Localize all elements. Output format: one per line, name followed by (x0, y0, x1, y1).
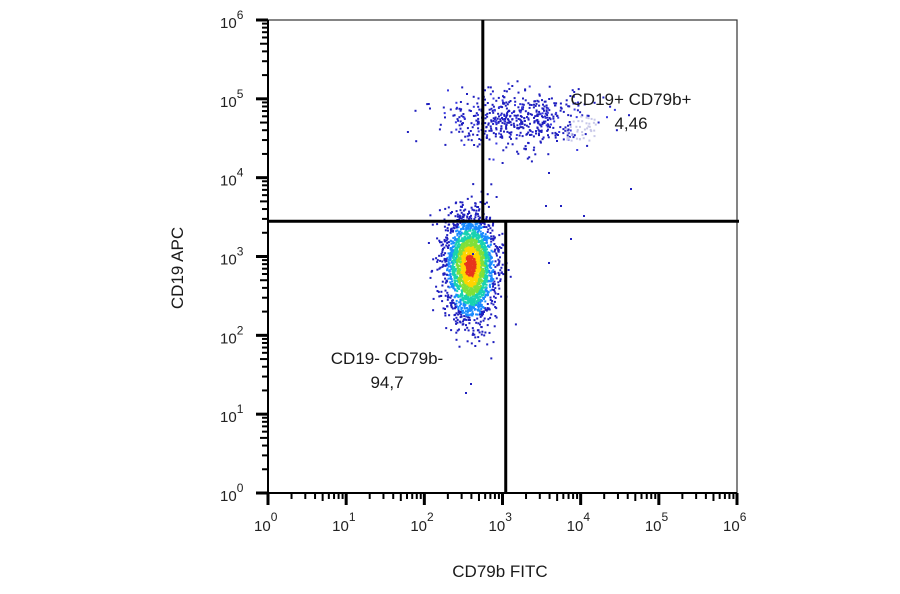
x-tick-label: 105 (645, 510, 669, 535)
y-tick-label: 100 (220, 481, 244, 505)
x-axis (260, 492, 739, 505)
y-axis (256, 18, 269, 501)
quadrant-name: CD19- CD79b- (330, 349, 444, 368)
x-tick-labels: 100 101 102 103 104 105 106 (254, 510, 747, 535)
x-tick-label: 100 (254, 510, 278, 535)
y-tick-label: 104 (220, 166, 244, 190)
quadrant-name: CD19+ CD79b+ (570, 90, 692, 109)
x-tick-label: 106 (723, 510, 747, 535)
quadrant-percent: 94,7 (370, 373, 404, 392)
y-tick-label: 106 (220, 8, 244, 32)
y-tick-label: 105 (220, 87, 244, 111)
x-tick-label: 103 (489, 510, 513, 535)
event-dots (406, 80, 632, 394)
quadrant-label-upper-right: CD19+ CD79b+ 4,46 (556, 90, 706, 134)
y-tick-labels: 100 101 102 103 104 105 106 (220, 8, 244, 505)
x-tick-label: 102 (410, 510, 434, 535)
x-tick-label: 101 (332, 510, 356, 535)
y-tick-label: 103 (220, 245, 244, 269)
quadrant-gates (268, 20, 739, 493)
x-tick-label: 104 (567, 510, 591, 535)
y-axis-title: CD19 APC (168, 226, 187, 310)
quadrant-label-lower-left: CD19- CD79b- 94,7 (312, 349, 462, 393)
quadrant-percent: 4,46 (614, 114, 648, 133)
y-tick-label: 102 (220, 323, 244, 347)
x-axis-title: CD79b FITC (452, 562, 548, 581)
y-tick-label: 101 (220, 402, 244, 426)
